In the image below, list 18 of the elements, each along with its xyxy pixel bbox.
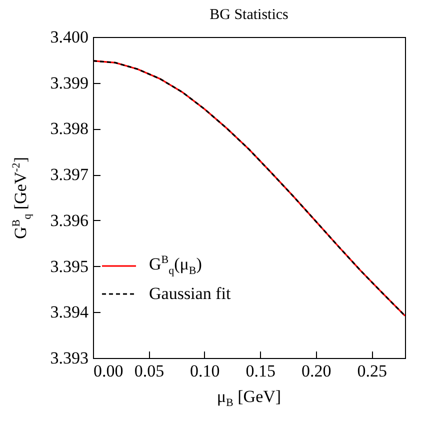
- x-tick-label: 0.10: [190, 362, 220, 380]
- y-tick-label: 3.396: [50, 210, 88, 230]
- x-tick-label: 0.25: [357, 362, 387, 380]
- x-tick-label: 0.20: [301, 362, 332, 380]
- y-tick-label: 3.398: [50, 119, 88, 138]
- y-tick-label: 3.397: [50, 165, 89, 184]
- chart-title: BG Statistics: [210, 7, 289, 23]
- y-tick-label: 3.399: [50, 73, 88, 92]
- x-tick-label: 0.00: [94, 362, 124, 380]
- y-tick-label: 3.400: [50, 28, 88, 46]
- legend-label: G$^{B}$$_{q}$(μ$_{B}$): [149, 254, 202, 278]
- y-tick-label: 3.395: [50, 256, 88, 276]
- x-axis-title: μ$_{B}$ [GeV]: [216, 386, 282, 410]
- y-tick-label: 3.394: [50, 302, 89, 322]
- legend-label: Gaussian fit: [149, 284, 231, 304]
- x-tick-label: 0.15: [246, 362, 276, 380]
- x-tick-label: 0.05: [134, 362, 164, 380]
- y-tick-label: 3.393: [50, 348, 88, 368]
